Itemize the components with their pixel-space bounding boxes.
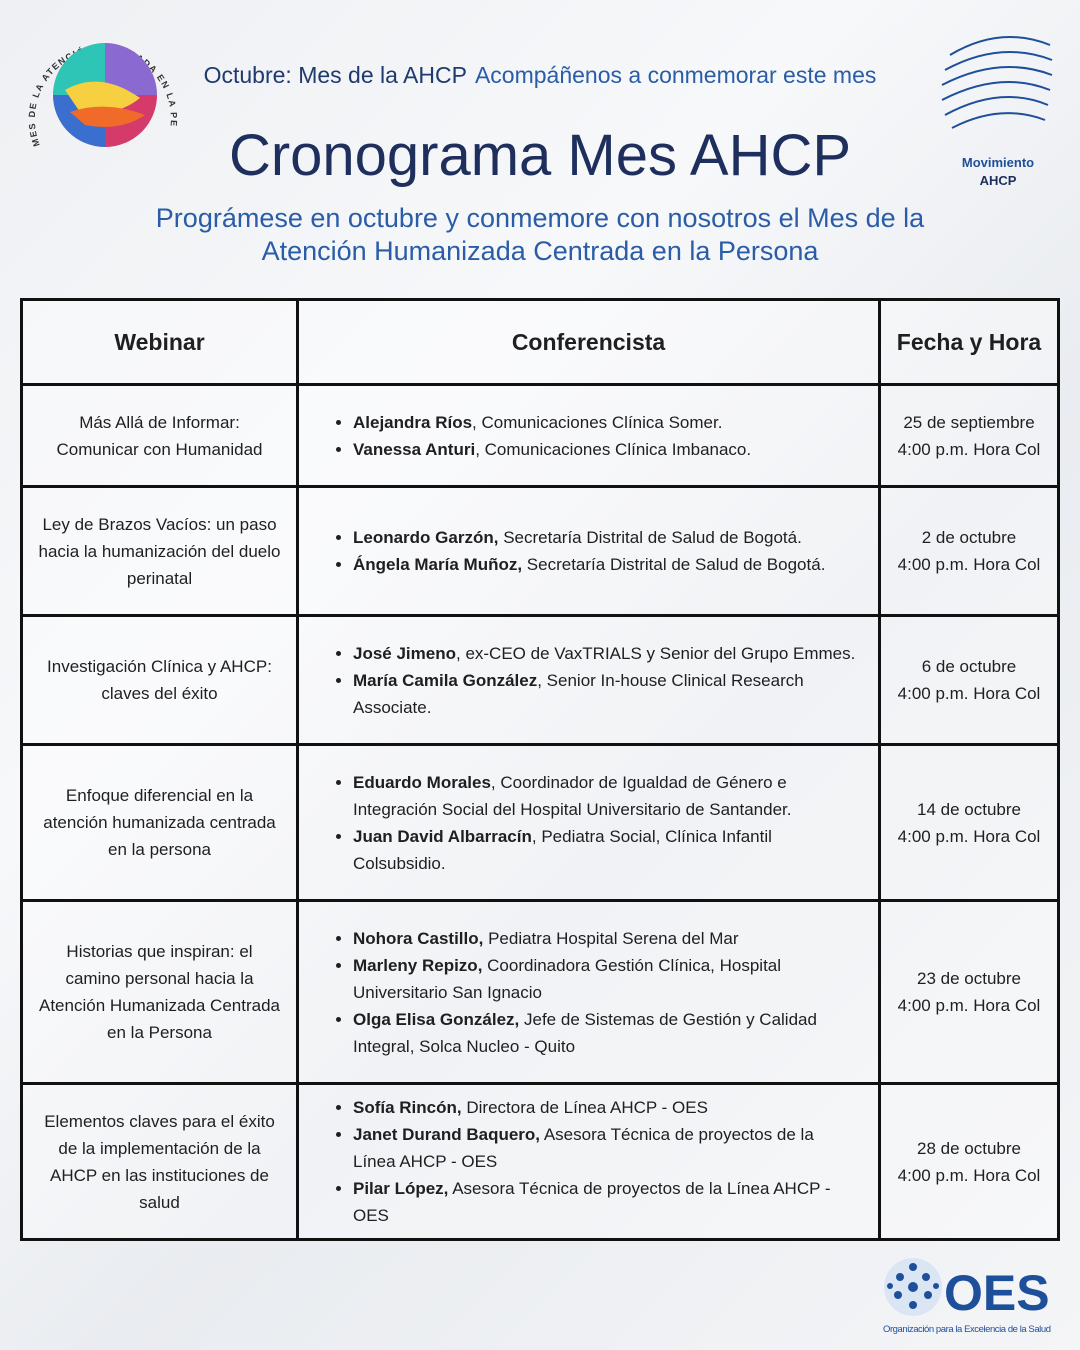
speaker-role: Coordinadora Gestión Clínica, Hospital U… (353, 955, 782, 1002)
speaker: Leonardo Garzón, Secretaría Distrital de… (353, 524, 825, 551)
speaker-role: , ex-CEO de VaxTRIALS y Senior del Grupo… (456, 643, 856, 663)
speaker: Sofía Rincón, Directora de Línea AHCP - … (353, 1094, 858, 1121)
speaker: Pilar López, Asesora Técnica de proyecto… (353, 1175, 858, 1229)
speaker-name: Juan David Albarracín (353, 826, 532, 846)
speaker: Janet Durand Baquero, Asesora Técnica de… (353, 1121, 858, 1175)
date-cell: 2 de octubre 4:00 p.m. Hora Col (881, 488, 1057, 617)
date: 23 de octubre (917, 969, 1021, 988)
speakers-cell: Alejandra Ríos, Comunicaciones Clínica S… (299, 386, 881, 488)
webinar-cell: Enfoque diferencial en la atención human… (23, 746, 299, 902)
speaker-role: Secretaría Distrital de Salud de Bogotá. (498, 528, 802, 547)
date-cell: 14 de octubre 4:00 p.m. Hora Col (881, 746, 1057, 902)
webinar-cell: Historias que inspiran: el camino person… (23, 902, 299, 1085)
speaker-name: Alejandra Ríos (353, 412, 473, 432)
speaker: Vanessa Anturi, Comunicaciones Clínica I… (353, 436, 751, 463)
speaker-role: , Pediatra Social, Clínica Infantil Cols… (353, 826, 772, 873)
speaker: Eduardo Morales, Coordinador de Igualdad… (353, 769, 858, 823)
speaker-name: Nohora Castillo, (353, 928, 484, 948)
date: 28 de octubre (917, 1138, 1021, 1158)
speaker-list: Eduardo Morales, Coordinador de Igualdad… (333, 769, 858, 877)
date: 2 de octubre (921, 528, 1017, 547)
oes-caption: Organización para la Excelencia de la Sa… (883, 1324, 1051, 1335)
time: 4:00 p.m. Hora Col (897, 996, 1041, 1015)
time: 4:00 p.m. Hora Col (897, 1165, 1041, 1185)
speaker: Alejandra Ríos, Comunicaciones Clínica S… (353, 409, 751, 436)
kicker-text: Octubre: Mes de la AHCP (203, 62, 467, 88)
speaker-role: , Coordinador de Igualdad de Género e In… (353, 772, 792, 819)
date: 25 de septiembre (903, 412, 1035, 432)
speaker: Nohora Castillo, Pediatra Hospital Seren… (353, 925, 858, 952)
speakers-cell: Leonardo Garzón, Secretaría Distrital de… (299, 488, 881, 617)
time: 4:00 p.m. Hora Col (897, 826, 1041, 846)
time: 4:00 p.m. Hora Col (897, 684, 1041, 703)
speaker-name: Sofía Rincón, (353, 1098, 462, 1117)
date: 6 de octubre (921, 657, 1017, 676)
movement-label: Movimiento (962, 155, 1034, 170)
time: 4:00 p.m. Hora Col (897, 439, 1041, 459)
speakers-cell: Nohora Castillo, Pediatra Hospital Seren… (299, 902, 881, 1085)
date-cell: 6 de octubre 4:00 p.m. Hora Col (881, 617, 1057, 746)
speaker-list: José Jimeno, ex-CEO de VaxTRIALS y Senio… (333, 640, 858, 721)
speaker-list: Nohora Castillo, Pediatra Hospital Seren… (333, 925, 858, 1060)
speaker-role: , Comunicaciones Clínica Imbanaco. (475, 439, 752, 459)
webinar-cell: Investigación Clínica y AHCP: claves del… (23, 617, 299, 746)
title: Cronograma Mes AHCP (228, 123, 852, 188)
oes-logo: OES Organización para la Excelencia de l… (883, 1258, 1051, 1335)
time: 4:00 p.m. Hora Col (897, 555, 1041, 574)
subtitle-line: Prográmese en octubre y conmemore con no… (155, 203, 925, 233)
speaker-role: , Senior In-house Clinical Research Asso… (353, 670, 804, 717)
speaker: Olga Elisa González, Jefe de Sistemas de… (353, 1006, 858, 1060)
webinar-cell: Ley de Brazos Vacíos: un paso hacia la h… (23, 488, 299, 617)
speaker-role: Asesora Técnica de proyectos de la Línea… (353, 1179, 831, 1225)
speaker-name: Janet Durand Baquero, (353, 1125, 541, 1144)
date-cell: 25 de septiembre 4:00 p.m. Hora Col (881, 386, 1057, 488)
speaker-role: Pediatra Hospital Serena del Mar (483, 928, 739, 948)
subtitle: Prográmese en octubre y conmemore con no… (0, 202, 1080, 268)
speakers-cell: José Jimeno, ex-CEO de VaxTRIALS y Senio… (299, 617, 881, 746)
movement-logo: Movimiento AHCP (941, 36, 1053, 188)
speaker-name: Vanessa Anturi (353, 439, 476, 459)
date-cell: 28 de octubre 4:00 p.m. Hora Col (881, 1085, 1057, 1238)
speakers-cell: Sofía Rincón, Directora de Línea AHCP - … (299, 1085, 881, 1238)
speaker: María Camila González, Senior In-house C… (353, 667, 858, 721)
speakers-cell: Eduardo Morales, Coordinador de Igualdad… (299, 746, 881, 902)
speaker-name: Olga Elisa González, (353, 1009, 520, 1029)
column-header: Webinar (23, 301, 299, 386)
speaker-list: Sofía Rincón, Directora de Línea AHCP - … (333, 1094, 858, 1229)
speaker-role: Directora de Línea AHCP - OES (461, 1098, 708, 1117)
speaker-role: , Comunicaciones Clínica Somer. (472, 412, 723, 432)
schedule-table: Webinar Conferencista Fecha y Hora Más Allá… (20, 298, 1060, 1241)
webinar-cell: Más Allá de Informar: Comunicar con Huma… (23, 386, 299, 488)
speaker-name: José Jimeno (353, 643, 456, 663)
speaker-role: Secretaría Distrital de Salud de Bogotá. (522, 555, 826, 574)
ahcp-month-logo: MES DE LA ATENCIÓN CENTRADA EN LA PERSON… (20, 20, 177, 148)
speaker-list: Leonardo Garzón, Secretaría Distrital de… (333, 524, 825, 578)
speaker: Ángela María Muñoz, Secretaría Distrital… (353, 551, 825, 578)
column-header: Conferencista (299, 301, 881, 386)
speaker-name: Marleny Repizo, (353, 955, 483, 975)
column-header: Fecha y Hora (881, 301, 1057, 386)
subtitle-line: Atención Humanizada Centrada en la Perso… (261, 236, 819, 266)
date: 14 de octubre (917, 799, 1021, 819)
kicker-note: Acompáñenos a conmemorar este mes (474, 62, 877, 88)
speaker: Juan David Albarracín, Pediatra Social, … (353, 823, 858, 877)
kicker: Octubre: Mes de la AHCP Acompáñenos a con… (0, 62, 1080, 89)
speaker-list: Alejandra Ríos, Comunicaciones Clínica S… (333, 409, 751, 463)
oes-logo-text: OES (944, 1265, 1050, 1321)
webinar-cell: Elementos claves para el éxito de la imp… (23, 1085, 299, 1238)
speaker-name: Pilar López, (353, 1179, 449, 1198)
speaker-name: Ángela María Muñoz, (353, 555, 523, 574)
date-cell: 23 de octubre 4:00 p.m. Hora Col (881, 902, 1057, 1085)
movement-label: AHCP (980, 173, 1017, 188)
speaker: Marleny Repizo, Coordinadora Gestión Clí… (353, 952, 858, 1006)
speaker: José Jimeno, ex-CEO de VaxTRIALS y Senio… (353, 640, 858, 667)
speaker-role: Asesora Técnica de proyectos de la Línea… (353, 1125, 814, 1171)
speaker-name: María Camila González (353, 670, 538, 690)
speaker-role: Jefe de Sistemas de Gestión y Calidad In… (353, 1009, 817, 1056)
speaker-name: Eduardo Morales (353, 772, 491, 792)
speaker-name: Leonardo Garzón, (353, 528, 499, 547)
